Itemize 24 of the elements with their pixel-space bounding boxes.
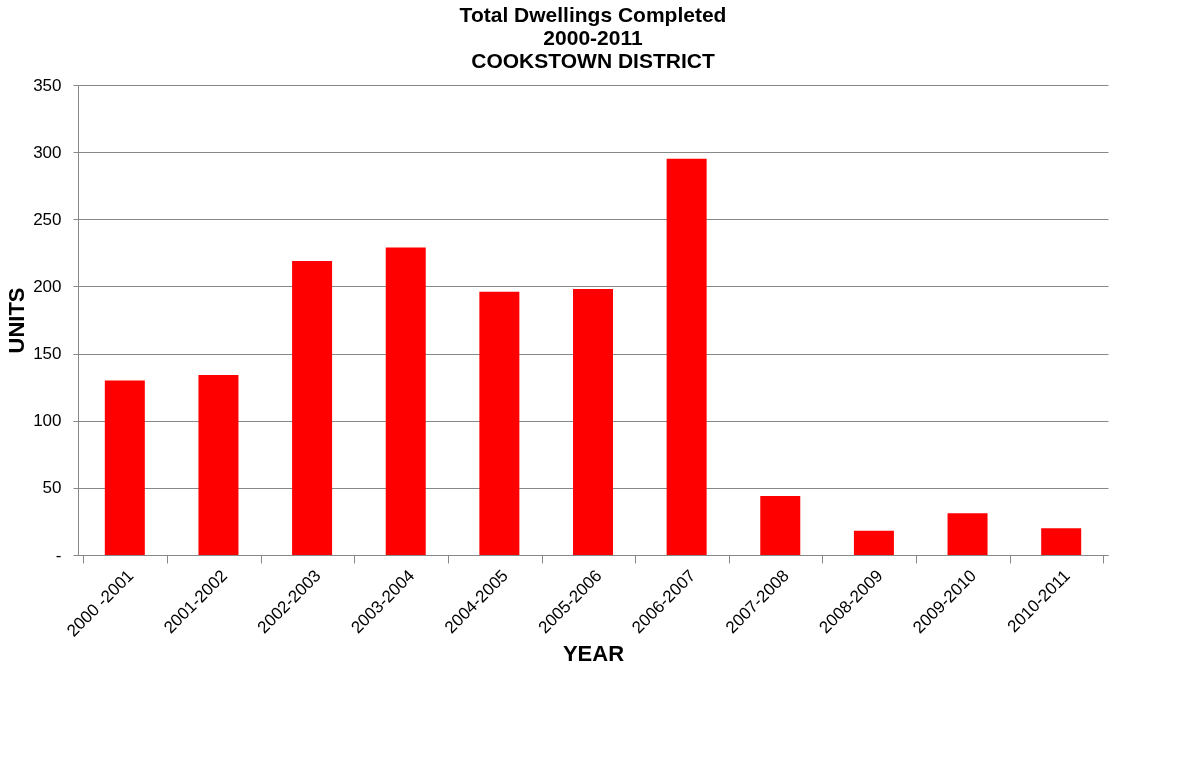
y-tick-label: 300 xyxy=(33,142,62,162)
bar xyxy=(292,260,333,555)
bar xyxy=(760,495,801,555)
bar xyxy=(853,530,894,555)
bar xyxy=(573,289,613,555)
y-tick-label: - xyxy=(55,545,62,565)
text: 2000-2011 xyxy=(543,26,643,49)
text: Total Dwellings Completed xyxy=(459,3,727,26)
bar xyxy=(666,158,707,555)
bar xyxy=(1041,528,1082,555)
y-tick-label: 250 xyxy=(33,209,62,229)
y-axis-title: UNITS xyxy=(4,287,30,354)
bar xyxy=(947,513,988,555)
bar xyxy=(104,380,145,555)
y-tick-label: 100 xyxy=(33,411,62,431)
x-axis-title: YEAR xyxy=(562,640,625,666)
y-tick-label: 50 xyxy=(42,478,62,498)
y-tick-label: 350 xyxy=(33,75,62,95)
bar xyxy=(479,291,520,555)
bar xyxy=(385,247,426,555)
bar xyxy=(198,375,239,555)
text: COOKSTOWN DISTRICT xyxy=(471,49,715,72)
y-tick-label: 200 xyxy=(33,276,62,296)
y-tick-label: 150 xyxy=(33,344,62,364)
